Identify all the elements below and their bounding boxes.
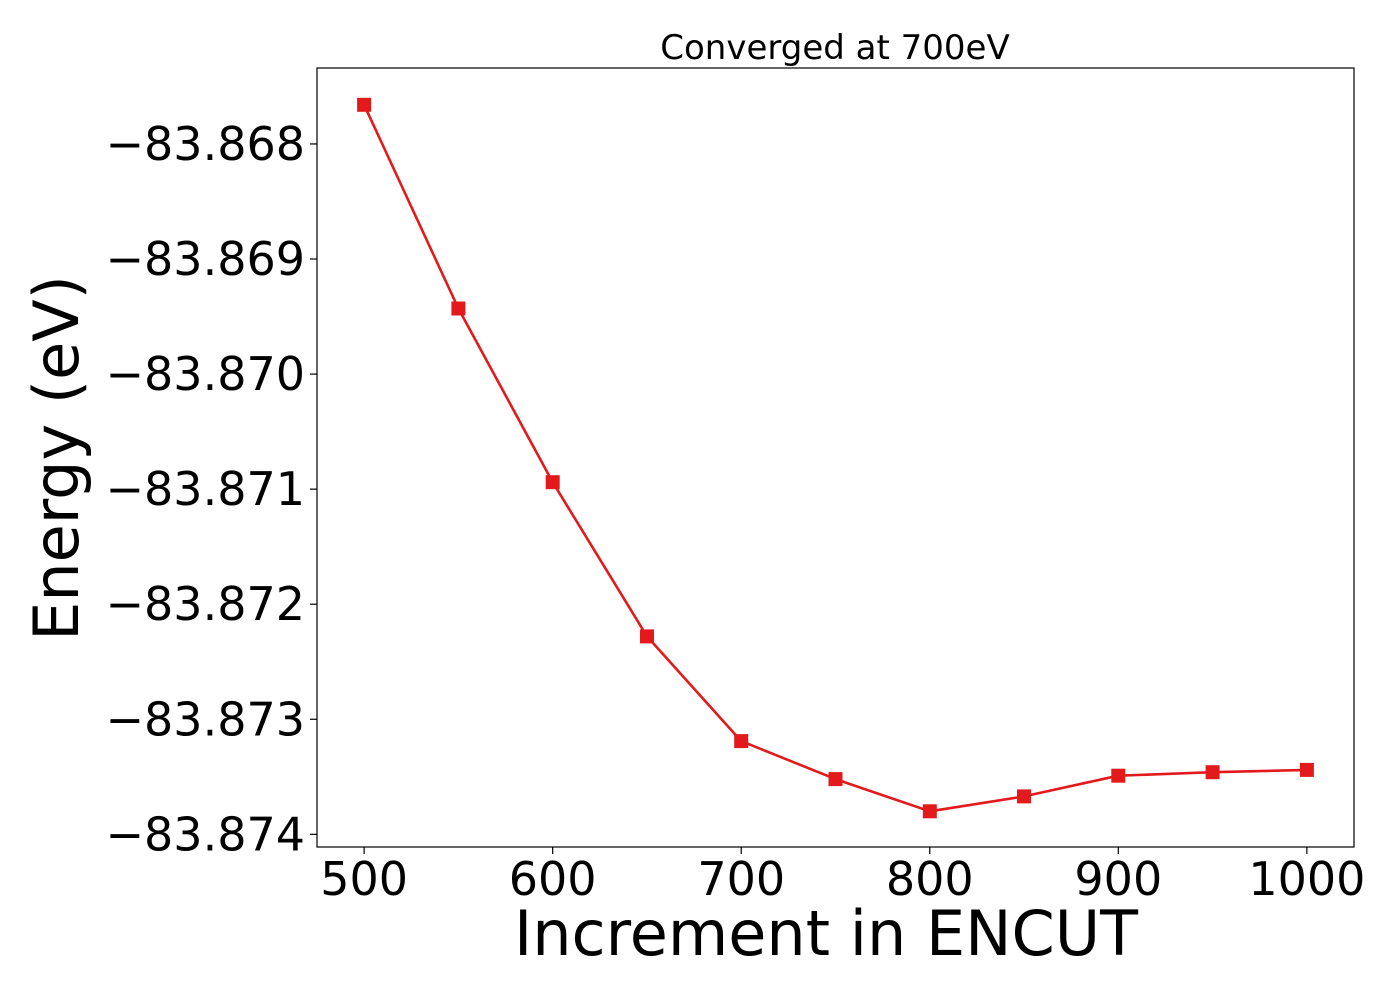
data-point-marker [640,629,654,644]
y-tick-label: −83.871 [106,462,306,516]
x-tick-label: 500 [320,852,408,906]
y-tick-label: −83.870 [106,347,306,401]
data-point-marker [1017,789,1031,804]
x-tick-label: 1000 [1248,852,1365,906]
y-tick-label: −83.869 [106,232,306,286]
data-point-marker [828,772,843,787]
data-point-marker [734,734,749,749]
data-point-marker [1299,762,1314,777]
data-point-marker [451,301,466,316]
y-tick-label: −83.874 [106,807,306,861]
data-point-marker [922,804,937,819]
data-point-marker [1205,765,1220,780]
data-point-marker [357,97,372,112]
x-tick-label: 600 [509,852,597,906]
y-tick-label: −83.868 [106,117,306,171]
y-axis-title: Energy (eV) [20,275,93,641]
x-tick-label: 900 [1074,852,1162,906]
plot-frame [316,67,1355,848]
x-tick-label: 800 [886,852,974,906]
x-axis-title: Increment in ENCUT [514,897,1139,970]
data-point-marker [1111,768,1126,783]
y-tick-label: −83.872 [106,577,306,631]
x-tick-label: 700 [697,852,785,906]
y-tick-label: −83.873 [106,692,306,746]
chart-title: Converged at 700eV [660,28,1009,68]
series-layer [357,97,1314,819]
axes-layer: 500 600 700 800 900 1000 −83.868 −83.869 −83.870… [106,117,1366,906]
data-point-marker [545,475,560,490]
